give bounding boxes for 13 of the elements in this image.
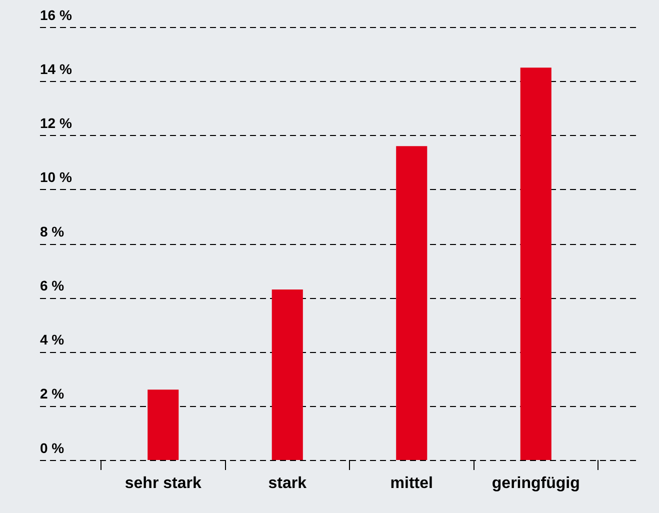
y-tick-label: 2 % — [40, 386, 65, 402]
y-tick-label: 6 % — [40, 277, 65, 294]
y-tick-label: 16 % — [40, 6, 72, 23]
x-tick-label: sehr stark — [124, 475, 202, 492]
y-tick-label: 8 % — [40, 223, 65, 240]
y-tick-label: 4 % — [40, 332, 65, 348]
x-tick-label: geringfügig — [492, 475, 580, 492]
y-tick-label: 0 % — [40, 440, 65, 456]
x-tick-label: stark — [268, 475, 307, 492]
x-tick-label: mittel — [390, 475, 433, 492]
y-tick-label: 10 % — [40, 169, 72, 186]
y-tick-label: 14 % — [40, 60, 72, 77]
y-tick-label: 12 % — [40, 115, 72, 132]
